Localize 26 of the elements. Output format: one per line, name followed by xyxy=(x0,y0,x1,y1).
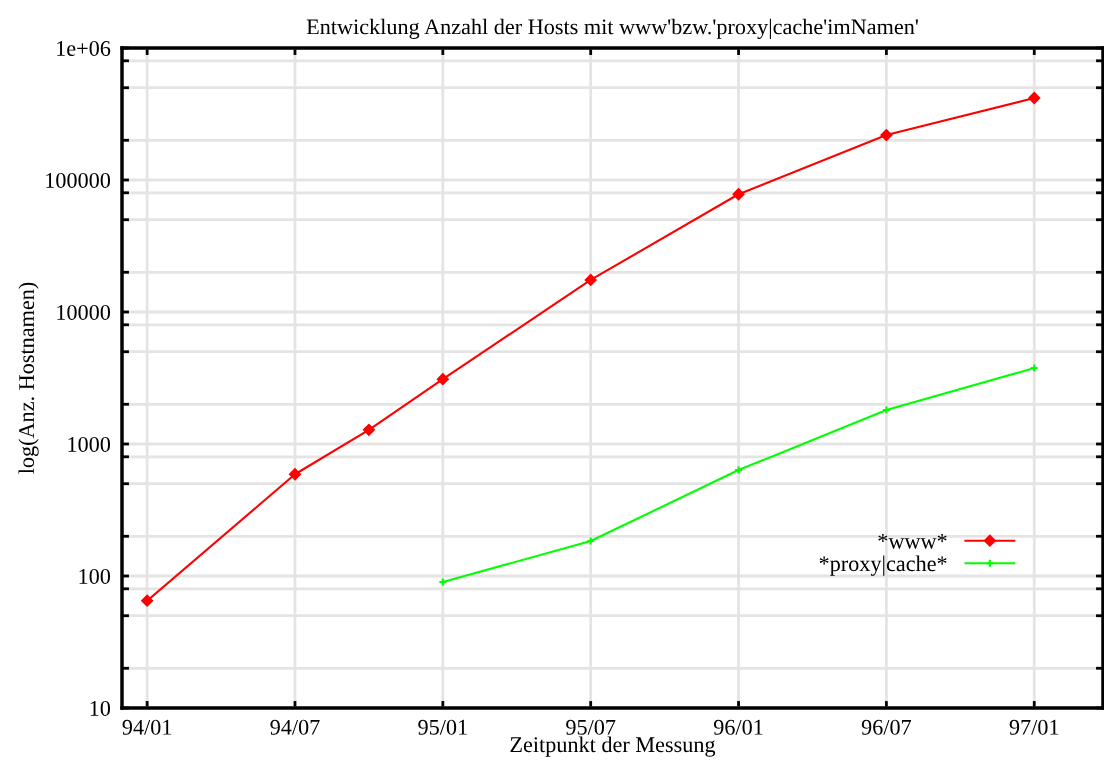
point xyxy=(436,373,449,386)
x-axis-title: Zeitpunkt der Messung xyxy=(510,736,716,757)
point xyxy=(1028,92,1041,104)
y-axis-title: log(Anz. Hostnamen) xyxy=(18,282,39,474)
y-tick-label: 100000 xyxy=(46,172,111,188)
x-tick-label: 96/01 xyxy=(713,719,763,735)
x-tick-label: 94/07 xyxy=(270,719,320,735)
y-tick-label: 1000 xyxy=(68,436,111,452)
x-tick-label: 96/07 xyxy=(861,719,912,735)
legend-label: *proxy|cache* xyxy=(819,555,947,576)
y-tick-label: 1e+06 xyxy=(57,40,111,56)
point xyxy=(362,423,375,436)
chart-title: Entwicklung Anzahl der Hosts mit www'bzw.'proxy|cache'imNamen' xyxy=(306,18,918,39)
x-tick-label: 97/01 xyxy=(1009,719,1059,735)
x-tick-label: 95/01 xyxy=(418,719,467,735)
legend-label: *www* xyxy=(878,533,947,549)
y-tick-label: 10000 xyxy=(57,304,111,320)
point xyxy=(732,188,745,201)
point xyxy=(584,273,597,286)
y-tick-label: 100 xyxy=(79,568,111,584)
point xyxy=(880,129,893,142)
y-tick-label: 10 xyxy=(90,700,111,716)
point xyxy=(141,594,154,607)
point xyxy=(289,468,301,481)
x-tick-label: 94/01 xyxy=(122,719,172,735)
x-tick-label: 95/07 xyxy=(566,719,616,735)
